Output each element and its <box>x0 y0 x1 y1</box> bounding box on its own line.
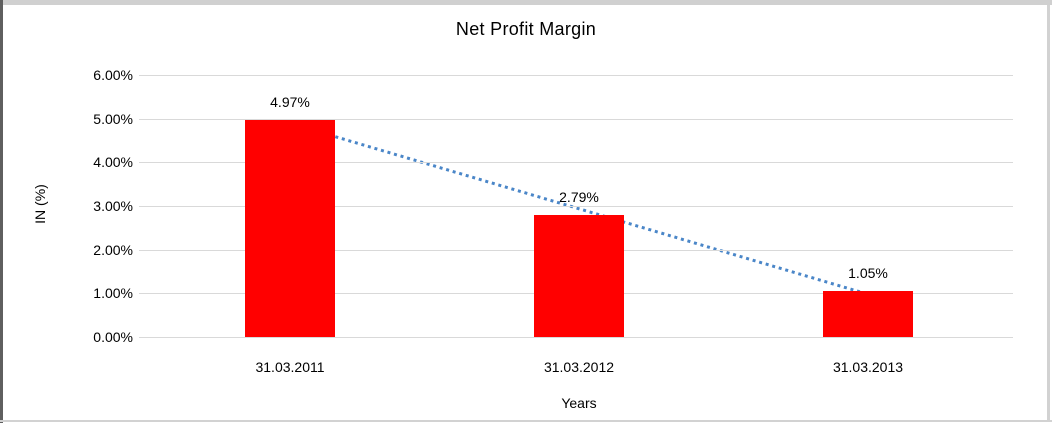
frame-border-right <box>1047 5 1050 421</box>
y-axis-tick-label: 4.00% <box>93 154 133 170</box>
frame-border-left <box>0 0 3 423</box>
data-label: 1.05% <box>848 265 888 281</box>
gridline <box>139 206 1013 207</box>
y-axis-tick-label: 1.00% <box>93 285 133 301</box>
x-axis-tick-label: 31.03.2011 <box>255 359 325 375</box>
bar-31.03.2012 <box>534 215 624 337</box>
gridline <box>139 337 1013 338</box>
frame-border-top <box>0 0 1052 5</box>
trendline <box>289 121 869 296</box>
gridline <box>139 162 1013 163</box>
x-axis-title: Years <box>561 395 597 411</box>
data-label: 2.79% <box>559 189 599 205</box>
y-axis-tick-label: 3.00% <box>93 198 133 214</box>
data-label: 4.97% <box>270 94 310 110</box>
y-axis-tick-label: 6.00% <box>93 67 133 83</box>
bar-31.03.2011 <box>245 120 335 337</box>
chart-title: Net Profit Margin <box>455 19 597 39</box>
gridline <box>139 119 1013 120</box>
bar-31.03.2013 <box>823 291 913 337</box>
y-axis-tick-label: 0.00% <box>93 329 133 345</box>
plot-area <box>139 75 1013 338</box>
y-axis-tick-label: 5.00% <box>93 111 133 127</box>
y-axis-tick-label: 2.00% <box>93 242 133 258</box>
gridline <box>139 75 1013 76</box>
x-axis-tick-label: 31.03.2012 <box>543 359 615 375</box>
frame-border-bottom <box>0 420 1052 422</box>
x-axis-tick-label: 31.03.2013 <box>832 359 904 375</box>
